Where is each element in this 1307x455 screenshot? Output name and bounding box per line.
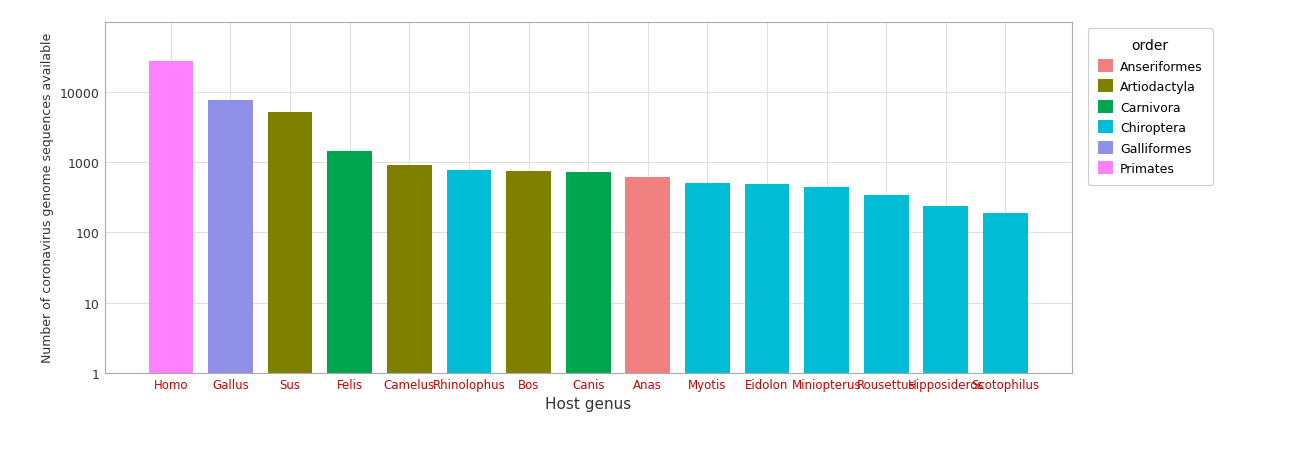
- Bar: [447, 171, 491, 455]
- Bar: [149, 61, 193, 455]
- Bar: [804, 187, 850, 455]
- Bar: [626, 177, 670, 455]
- Bar: [983, 213, 1027, 455]
- Y-axis label: Number of coronavirus genome sequences available: Number of coronavirus genome sequences a…: [42, 33, 55, 363]
- Bar: [208, 101, 252, 455]
- X-axis label: Host genus: Host genus: [545, 396, 631, 411]
- Legend: Anseriformes, Artiodactyla, Carnivora, Chiroptera, Galliformes, Primates: Anseriformes, Artiodactyla, Carnivora, C…: [1087, 29, 1213, 186]
- Bar: [685, 183, 729, 455]
- Bar: [864, 196, 908, 455]
- Bar: [745, 185, 789, 455]
- Bar: [506, 171, 550, 455]
- Bar: [924, 206, 968, 455]
- Bar: [268, 113, 312, 455]
- Bar: [387, 166, 431, 455]
- Bar: [327, 152, 372, 455]
- Bar: [566, 173, 610, 455]
